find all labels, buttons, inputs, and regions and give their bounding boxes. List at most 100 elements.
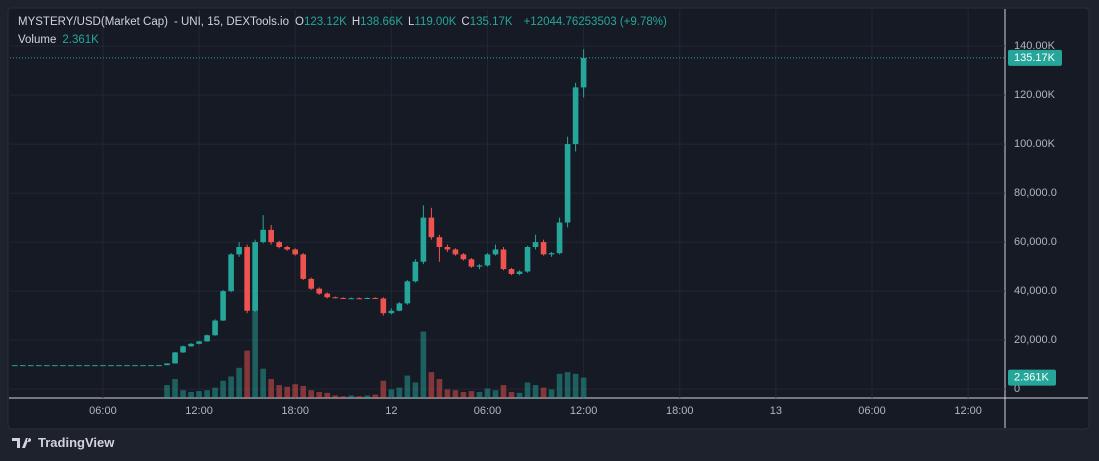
volume-bar: [580, 377, 587, 398]
volume-bar: [524, 382, 531, 398]
candle-body: [316, 288, 323, 294]
last-volume-badge: [1008, 369, 1056, 386]
volume-bar: [316, 391, 323, 398]
volume-bar: [436, 379, 443, 398]
ohlc-key: H: [351, 16, 361, 28]
candle-body: [84, 365, 90, 367]
candle-body: [564, 144, 571, 223]
ohlc-value: 119.00K: [414, 16, 457, 28]
candle-body: [228, 254, 234, 292]
grid: [10, 10, 1005, 398]
candle-body: [68, 365, 74, 367]
volume-bar: [180, 390, 186, 398]
volume-bar: [396, 387, 403, 398]
volume-value: 2.361K: [62, 34, 99, 46]
candle-body: [484, 254, 491, 266]
ohlc-value: 135.17K: [469, 16, 513, 28]
x-tick-label: 13: [770, 405, 782, 417]
candle-body: [52, 365, 58, 367]
volume-bar: [380, 380, 387, 398]
volume-bar: [308, 390, 315, 398]
candle-body: [460, 254, 467, 260]
candle-body: [28, 365, 34, 367]
volume-bar: [404, 375, 411, 398]
candle-body: [396, 303, 403, 311]
volume-bar: [364, 395, 371, 398]
candle-body: [372, 297, 379, 299]
last-price-label: 135.17K: [1014, 52, 1056, 64]
candle-body: [188, 343, 194, 347]
volume-bar: [172, 379, 178, 398]
candle-body: [428, 217, 435, 238]
candle-body: [116, 365, 122, 367]
candle-body: [444, 247, 451, 250]
volume-bar: [204, 390, 210, 398]
ohlc-value: 138.66K: [360, 16, 403, 28]
candle-body: [276, 242, 282, 248]
volume-bar: [428, 372, 435, 398]
candle-body: [476, 265, 483, 267]
candle-body: [356, 298, 363, 300]
y-tick-label: 40,000.0: [1014, 285, 1057, 297]
volume-bar: [244, 350, 250, 398]
volume-bar: [516, 392, 523, 398]
y-tick-label: 100.00K: [1014, 138, 1056, 150]
volume-bar: [212, 387, 218, 398]
volume-bar: [332, 395, 339, 398]
candle-body: [364, 297, 371, 299]
candle-body: [180, 346, 186, 353]
volume-bar: [468, 391, 475, 398]
volume-bar: [420, 331, 427, 398]
candle-body: [324, 293, 331, 298]
candle-body: [308, 278, 315, 289]
axes: 0 20,000.0 40,000.0 60,000.0 80,000.0 100.00K…: [89, 40, 1062, 417]
volume-bar: [236, 367, 242, 398]
volume-bar: [564, 372, 571, 398]
candle-body: [468, 259, 475, 267]
candle-body: [388, 310, 395, 314]
candle-body: [92, 365, 98, 367]
brand-logo: [12, 437, 32, 448]
candle-body: [236, 247, 242, 255]
y-tick-label: 120.00K: [1014, 89, 1056, 101]
candle-body: [436, 237, 443, 248]
candle-body: [12, 365, 18, 367]
symbol-subtitle: - UNI, 15, DEXTools.io: [173, 16, 290, 28]
volume-bar: [508, 391, 515, 398]
candle-body: [20, 365, 26, 367]
candle-body: [252, 242, 258, 311]
x-tick-label: 06:00: [89, 405, 117, 417]
x-tick-label: 12:00: [570, 405, 598, 417]
candle-body: [540, 242, 547, 255]
volume-bar: [324, 392, 331, 398]
x-tick-label: 06:00: [858, 405, 886, 417]
candle-body: [404, 281, 411, 304]
candle-body: [580, 57, 587, 88]
volume-bar: [500, 385, 507, 398]
candle-body: [300, 254, 307, 279]
volume-bar: [220, 380, 226, 398]
candle-body: [100, 365, 106, 367]
y-tick-label: 20,000.0: [1014, 334, 1057, 346]
candle-body: [532, 242, 539, 248]
change: +12044.76253503 (+9.78%): [523, 16, 667, 28]
candle-body: [132, 365, 138, 367]
candle-body: [508, 269, 515, 274]
candle-body: [340, 297, 347, 299]
candle-body: [348, 298, 355, 300]
volume-bar: [340, 396, 347, 398]
candle-body: [220, 291, 226, 321]
candle-body: [292, 249, 299, 255]
volume-bar: [532, 385, 539, 398]
volume-bar: [476, 391, 483, 398]
volume-bar: [460, 391, 467, 398]
candle-body: [260, 229, 266, 243]
y-tick-label: 0: [1014, 383, 1020, 395]
candle-body: [244, 247, 250, 311]
ohlc-legend: O123.12K H138.66K L119.00K C135.17K: [295, 16, 518, 28]
candle-body: [204, 335, 210, 342]
candle-body: [76, 365, 82, 367]
ohlc-key: C: [461, 16, 470, 28]
candle-body: [548, 253, 555, 255]
